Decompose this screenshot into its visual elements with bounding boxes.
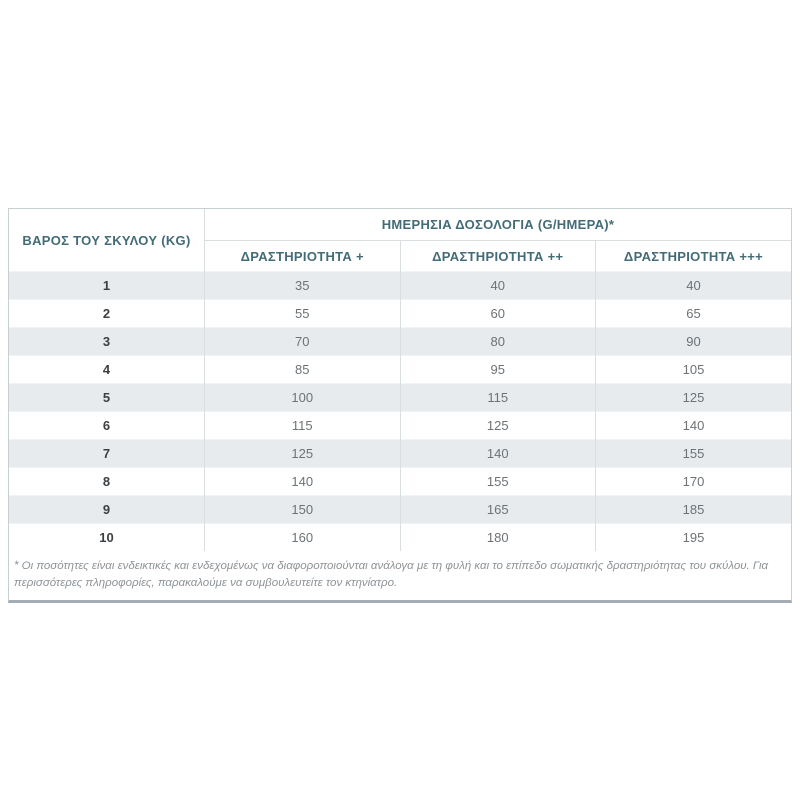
table-body: 1 35 40 40 2 55 60 65 3 70 80 90 4 85 95 105 5 100 115 125 6…: [9, 271, 791, 551]
dose-value-cell: 170: [595, 467, 791, 496]
table-row: 1 35 40 40: [9, 271, 791, 300]
dose-value-cell: 140: [595, 411, 791, 440]
table-row: 10 160 180 195: [9, 523, 791, 551]
dose-value-cell: 40: [400, 271, 596, 300]
activity-plus-plus-plus-header: ΔΡΑΣΤΗΡΙΟΤΗΤΑ +++: [595, 240, 791, 272]
dose-value-cell: 90: [595, 327, 791, 356]
dose-value-cell: 55: [204, 299, 401, 328]
dose-value-cell: 105: [595, 355, 791, 384]
daily-dosage-header: ΗΜΕΡΗΣΙΑ ΔΟΣΟΛΟΓΙΑ (G/ΗΜΕΡΑ)*: [204, 209, 791, 241]
dose-value-cell: 80: [400, 327, 596, 356]
dosage-table: ΒΑΡΟΣ ΤΟΥ ΣΚΥΛΟΥ (KG) ΗΜΕΡΗΣΙΑ ΔΟΣΟΛΟΓΙΑ…: [9, 209, 791, 551]
dose-value-cell: 85: [204, 355, 401, 384]
dose-value-cell: 70: [204, 327, 401, 356]
dose-value-cell: 140: [204, 467, 401, 496]
dose-value-cell: 180: [400, 523, 596, 551]
dose-value-cell: 100: [204, 383, 401, 412]
weight-cell: 2: [9, 299, 205, 328]
dose-value-cell: 40: [595, 271, 791, 300]
table-row: 5 100 115 125: [9, 383, 791, 412]
table-row: 2 55 60 65: [9, 299, 791, 328]
dose-value-cell: 150: [204, 495, 401, 524]
dose-value-cell: 115: [400, 383, 596, 412]
table-row: 3 70 80 90: [9, 327, 791, 356]
dose-value-cell: 125: [595, 383, 791, 412]
dose-value-cell: 115: [204, 411, 401, 440]
footnote-text: * Οι ποσότητες είναι ενδεικτικές και ενδ…: [9, 551, 791, 601]
table-row: 4 85 95 105: [9, 355, 791, 384]
dose-value-cell: 160: [204, 523, 401, 551]
dose-value-cell: 155: [595, 439, 791, 468]
weight-cell: 9: [9, 495, 205, 524]
weight-cell: 8: [9, 467, 205, 496]
dose-value-cell: 60: [400, 299, 596, 328]
weight-cell: 3: [9, 327, 205, 356]
table-row: 6 115 125 140: [9, 411, 791, 440]
dose-value-cell: 125: [400, 411, 596, 440]
dose-value-cell: 155: [400, 467, 596, 496]
dose-value-cell: 140: [400, 439, 596, 468]
activity-plus-header: ΔΡΑΣΤΗΡΙΟΤΗΤΑ +: [204, 240, 401, 272]
weight-column-header: ΒΑΡΟΣ ΤΟΥ ΣΚΥΛΟΥ (KG): [9, 209, 205, 272]
activity-plus-plus-header: ΔΡΑΣΤΗΡΙΟΤΗΤΑ ++: [400, 240, 596, 272]
feeding-guide-table: ΒΑΡΟΣ ΤΟΥ ΣΚΥΛΟΥ (KG) ΗΜΕΡΗΣΙΑ ΔΟΣΟΛΟΓΙΑ…: [8, 208, 792, 604]
dose-value-cell: 185: [595, 495, 791, 524]
dose-value-cell: 195: [595, 523, 791, 551]
dose-value-cell: 165: [400, 495, 596, 524]
weight-cell: 5: [9, 383, 205, 412]
table-header: ΒΑΡΟΣ ΤΟΥ ΣΚΥΛΟΥ (KG) ΗΜΕΡΗΣΙΑ ΔΟΣΟΛΟΓΙΑ…: [9, 209, 791, 272]
dose-value-cell: 125: [204, 439, 401, 468]
weight-cell: 10: [9, 523, 205, 551]
weight-cell: 6: [9, 411, 205, 440]
weight-cell: 4: [9, 355, 205, 384]
table-row: 8 140 155 170: [9, 467, 791, 496]
dose-value-cell: 95: [400, 355, 596, 384]
dose-value-cell: 35: [204, 271, 401, 300]
weight-cell: 1: [9, 271, 205, 300]
table-row: 7 125 140 155: [9, 439, 791, 468]
dose-value-cell: 65: [595, 299, 791, 328]
table-row: 9 150 165 185: [9, 495, 791, 524]
weight-cell: 7: [9, 439, 205, 468]
